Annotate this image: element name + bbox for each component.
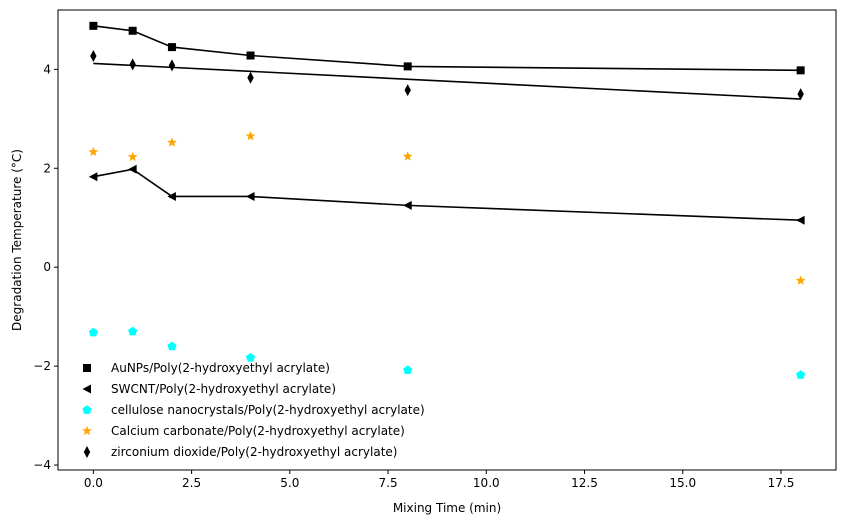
data-point-series-4 [88,146,99,157]
legend: AuNPs/Poly(2-hydroxyethyl acrylate) SWCNT… [82,361,425,459]
data-point-series-1 [246,51,255,60]
x-tick-label: 10.0 [473,476,500,490]
data-point-series-5 [404,84,411,97]
y-axis-label: Degradation Temperature (°C) [10,149,24,331]
x-tick-label: 17.5 [768,476,795,490]
x-axis-label: Mixing Time (min) [393,501,501,515]
data-point-series-4 [167,137,177,147]
x-tick-label: 2.5 [182,476,201,490]
data-point-series-3 [403,365,413,374]
data-point-series-3 [245,352,256,362]
x-axis-ticks: 0.0 2.5 5.0 7.5 10.0 12.5 15.0 17.5 [84,470,795,490]
data-point-series-4 [127,151,138,162]
data-point-series-4 [402,151,413,161]
series-lines [93,25,801,222]
legend-entry-label: SWCNT/Poly(2-hydroxyethyl acrylate) [111,382,336,396]
data-point-series-3 [88,327,98,337]
legend-entry-label: zirconium dioxide/Poly(2-hydroxyethyl ac… [111,445,397,459]
legend-entry-label: AuNPs/Poly(2-hydroxyethyl acrylate) [111,361,330,375]
data-point-series-2 [796,215,805,225]
y-axis-ticks: −4 −2 0 2 4 [33,62,58,472]
y-tick-label: −4 [33,458,51,472]
legend-entry-label: cellulose nanocrystals/Poly(2-hydroxyeth… [111,403,425,417]
data-point-series-1 [167,43,176,52]
data-point-series-1 [796,66,805,75]
legend-entry-label: Calcium carbonate/Poly(2-hydroxyethyl ac… [111,424,405,438]
x-tick-label: 5.0 [280,476,299,490]
data-point-series-4 [245,130,256,141]
data-point-series-2 [128,164,137,174]
plot-frame [57,9,837,471]
x-tick-label: 15.0 [669,476,696,490]
legend-marker [83,364,91,372]
x-tick-label: 0.0 [84,476,103,490]
data-point-series-2 [403,200,412,210]
legend-marker [82,425,92,436]
data-point-series-1 [403,62,412,71]
data-points [88,21,806,379]
y-tick-label: 0 [43,260,51,274]
data-point-series-2 [88,172,98,182]
data-point-series-5 [90,50,97,62]
series-line-1 [93,25,801,72]
data-point-series-5 [129,58,136,71]
data-point-series-4 [795,275,806,285]
data-point-series-1 [128,26,137,35]
data-point-series-1 [89,21,98,30]
x-tick-label: 12.5 [571,476,598,490]
series-line-5 [93,62,801,100]
data-point-series-2 [167,191,176,201]
legend-marker [82,384,91,394]
data-point-series-5 [168,59,176,72]
y-tick-label: 2 [43,161,51,175]
data-point-series-3 [796,370,806,379]
series-line-2 [93,168,801,222]
data-point-series-5 [797,88,804,101]
data-point-series-2 [246,191,255,201]
y-tick-label: −2 [33,359,51,373]
data-point-series-3 [128,326,138,336]
y-tick-label: 4 [43,62,51,76]
x-tick-label: 7.5 [379,476,398,490]
data-point-series-3 [167,341,177,351]
legend-marker [82,405,92,414]
legend-marker [83,446,91,458]
data-point-series-5 [247,71,254,84]
